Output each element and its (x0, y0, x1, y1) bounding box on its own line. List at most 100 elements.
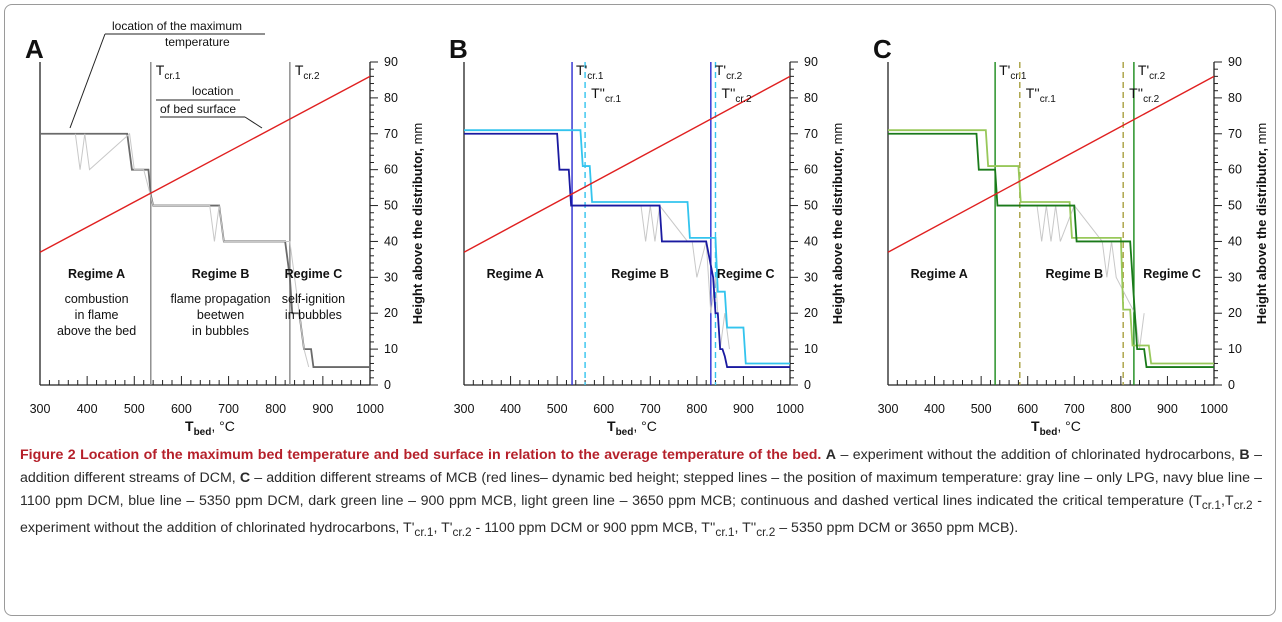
panel-letter-c: C (873, 34, 892, 64)
caption-text-2: – addition different streams of DCM, (20, 447, 1262, 486)
bed-surface-line (887, 75, 1215, 253)
y-tick-label: 90 (1228, 55, 1242, 69)
x-tick-label: 1000 (776, 402, 804, 416)
bed-surface-line (39, 75, 371, 253)
y-tick-label: 90 (804, 55, 818, 69)
x-tick-label: 900 (733, 402, 754, 416)
caption-title: Figure 2 Location of the maximum bed tem… (20, 447, 822, 463)
y-tick-label: 60 (1228, 163, 1242, 177)
max-temperature-line (888, 129, 1214, 365)
x-tick-label: 700 (218, 402, 239, 416)
y-axis-label: Height above the distributor, mm (1254, 123, 1269, 325)
y-tick-label: 0 (384, 378, 391, 392)
regime-description: in bubbles (285, 308, 342, 322)
y-tick-label: 60 (804, 163, 818, 177)
regime-description: combustion (65, 292, 129, 306)
critical-temperature-label: T'cr.2 (1138, 62, 1166, 82)
regime-label: Regime A (911, 267, 968, 281)
x-tick-label: 400 (924, 402, 945, 416)
y-tick-label: 0 (804, 378, 811, 392)
regime-description: flame propagation (171, 292, 271, 306)
y-tick-label: 90 (384, 55, 398, 69)
annotation-bed-surface: of bed surface (160, 102, 236, 116)
regime-label: Regime A (487, 267, 544, 281)
caption-sub-2: cr.2 (1233, 497, 1253, 512)
x-tick-label: 300 (454, 402, 475, 416)
x-tick-label: 900 (312, 402, 333, 416)
x-tick-label: 500 (547, 402, 568, 416)
panel-letter-a: A (25, 34, 44, 64)
regime-description: beetwen (197, 308, 244, 322)
y-tick-label: 80 (384, 91, 398, 105)
y-tick-label: 0 (1228, 378, 1235, 392)
caption-sub-6: cr.2 (756, 524, 776, 539)
caption-text-9: – 5350 ppm DCM or 3650 ppm MCB). (775, 519, 1019, 536)
x-tick-label: 800 (265, 402, 286, 416)
critical-temperature-label: T'cr.1 (576, 62, 604, 82)
max-temperature-line (464, 129, 790, 365)
y-tick-label: 30 (1228, 270, 1242, 284)
bed-surface-line (463, 75, 791, 253)
x-tick-label: 900 (1157, 402, 1178, 416)
regime-description: in bubbles (192, 324, 249, 338)
max-temperature-line (74, 132, 310, 368)
annotation-leader (69, 33, 106, 129)
critical-temperature-label: Tcr.1 (156, 62, 181, 82)
x-tick-label: 600 (171, 402, 192, 416)
y-tick-label: 60 (384, 163, 398, 177)
caption-text-8: , T'' (734, 519, 757, 536)
x-axis-label: Tbed, °C (1031, 418, 1081, 438)
y-tick-label: 20 (804, 306, 818, 320)
critical-temperature-label: Tcr.2 (295, 62, 320, 82)
caption-text-6: , T' (433, 519, 453, 536)
y-tick-label: 70 (1228, 127, 1242, 141)
x-tick-label: 300 (878, 402, 899, 416)
x-tick-label: 300 (30, 402, 51, 416)
x-tick-label: 500 (971, 402, 992, 416)
x-tick-label: 800 (1110, 402, 1131, 416)
y-tick-label: 70 (384, 127, 398, 141)
critical-temperature-label: T''cr.2 (721, 85, 751, 105)
x-axis-label: Tbed, °C (185, 418, 235, 438)
x-axis-label: Tbed, °C (607, 418, 657, 438)
caption-sub-3: cr.1 (414, 524, 434, 539)
critical-temperature-label: T'cr.2 (715, 62, 743, 82)
critical-temperature-label: T''cr.2 (1129, 85, 1159, 105)
x-tick-label: 800 (686, 402, 707, 416)
annotation-leader (244, 116, 263, 129)
regime-label: Regime B (611, 267, 669, 281)
y-tick-label: 10 (1228, 342, 1242, 356)
y-axis-label: Height above the distributor, mm (830, 123, 845, 325)
x-tick-label: 1000 (356, 402, 384, 416)
figure-caption: Figure 2 Location of the maximum bed tem… (20, 444, 1262, 544)
annotation-max-temp: temperature (165, 35, 230, 49)
critical-temperature-label: T''cr.1 (591, 85, 621, 105)
max-temperature-line (464, 132, 790, 368)
y-tick-label: 40 (1228, 234, 1242, 248)
y-tick-label: 50 (1228, 199, 1242, 213)
caption-text-7: - 1100 ppm DCM or 900 ppm MCB, T'' (471, 519, 716, 536)
caption-panel-c: C (239, 470, 251, 486)
y-tick-label: 20 (1228, 306, 1242, 320)
x-tick-label: 700 (640, 402, 661, 416)
y-tick-label: 50 (804, 199, 818, 213)
regime-label: Regime A (68, 267, 125, 281)
y-tick-label: 30 (804, 270, 818, 284)
y-tick-label: 40 (384, 234, 398, 248)
x-tick-label: 500 (124, 402, 145, 416)
caption-sub-5: cr.1 (715, 524, 735, 539)
y-tick-label: 50 (384, 199, 398, 213)
figure-frame (4, 4, 1276, 616)
regime-label: Regime C (1143, 267, 1201, 281)
y-tick-label: 30 (384, 270, 398, 284)
y-axis-label: Height above the distributor, mm (410, 123, 425, 325)
regime-label: Regime C (717, 267, 775, 281)
y-tick-label: 10 (804, 342, 818, 356)
y-tick-label: 10 (384, 342, 398, 356)
annotation-bed-surface: location (192, 84, 233, 98)
max-temperature-line (888, 132, 1214, 368)
